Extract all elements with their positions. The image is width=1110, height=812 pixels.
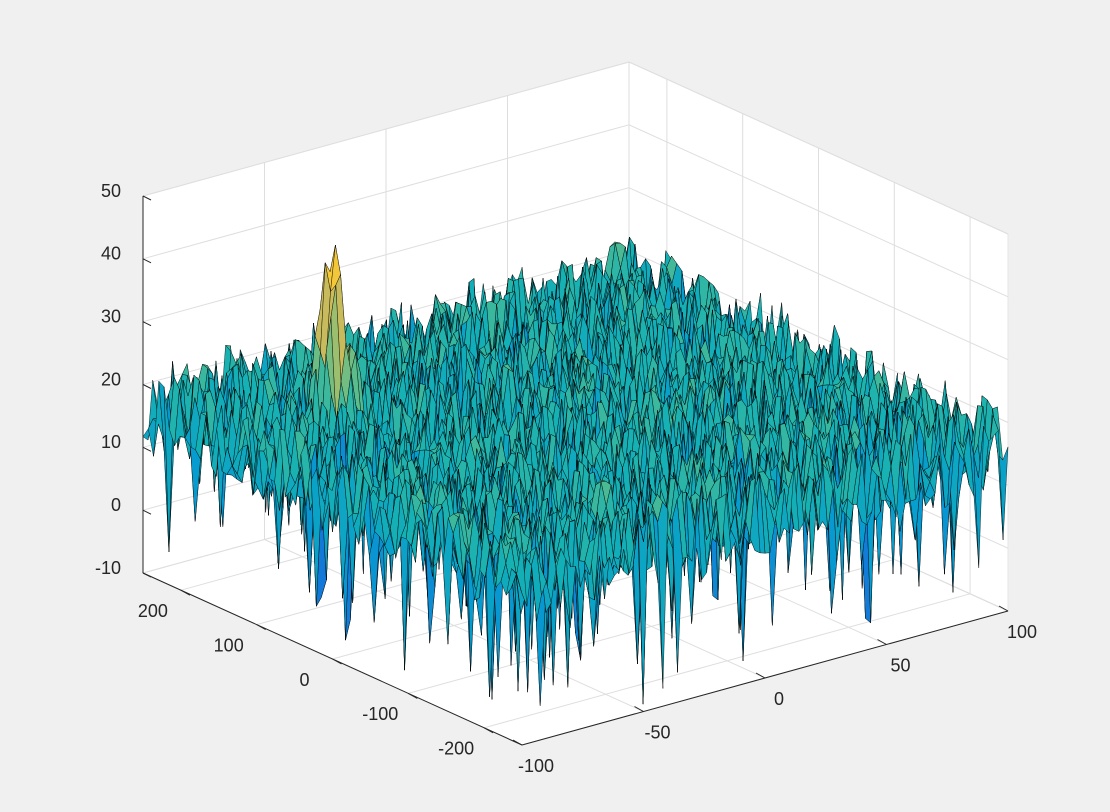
grid-line-z-right-wall [628,124,1009,298]
grid-line-z-right-wall [628,187,1009,361]
grid-line-z-left-wall [142,61,630,197]
grid-line-z-left-wall [142,124,630,260]
grid-line-y-floor [483,593,971,729]
grid-line-z-right-wall [628,61,1009,235]
grid-line-z-left-wall [142,187,630,323]
surface-plot [142,236,1009,706]
grid-line-z-left-wall [142,250,630,385]
